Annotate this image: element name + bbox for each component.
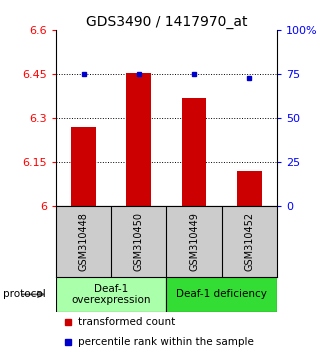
Text: protocol: protocol [3,290,46,299]
Bar [126,73,151,206]
Text: GSM310450: GSM310450 [134,212,144,271]
Bar [71,127,96,206]
Text: percentile rank within the sample: percentile rank within the sample [78,337,254,347]
Bar [237,171,262,206]
Text: Deaf-1
overexpression: Deaf-1 overexpression [71,284,151,305]
Title: GDS3490 / 1417970_at: GDS3490 / 1417970_at [86,15,247,29]
Text: GSM310449: GSM310449 [189,212,199,271]
Bar [166,277,277,312]
Text: transformed count: transformed count [78,316,175,327]
Text: GSM310452: GSM310452 [244,212,254,271]
Bar [56,277,166,312]
Text: Deaf-1 deficiency: Deaf-1 deficiency [176,290,267,299]
Bar [181,98,206,206]
Text: GSM310448: GSM310448 [79,212,89,271]
